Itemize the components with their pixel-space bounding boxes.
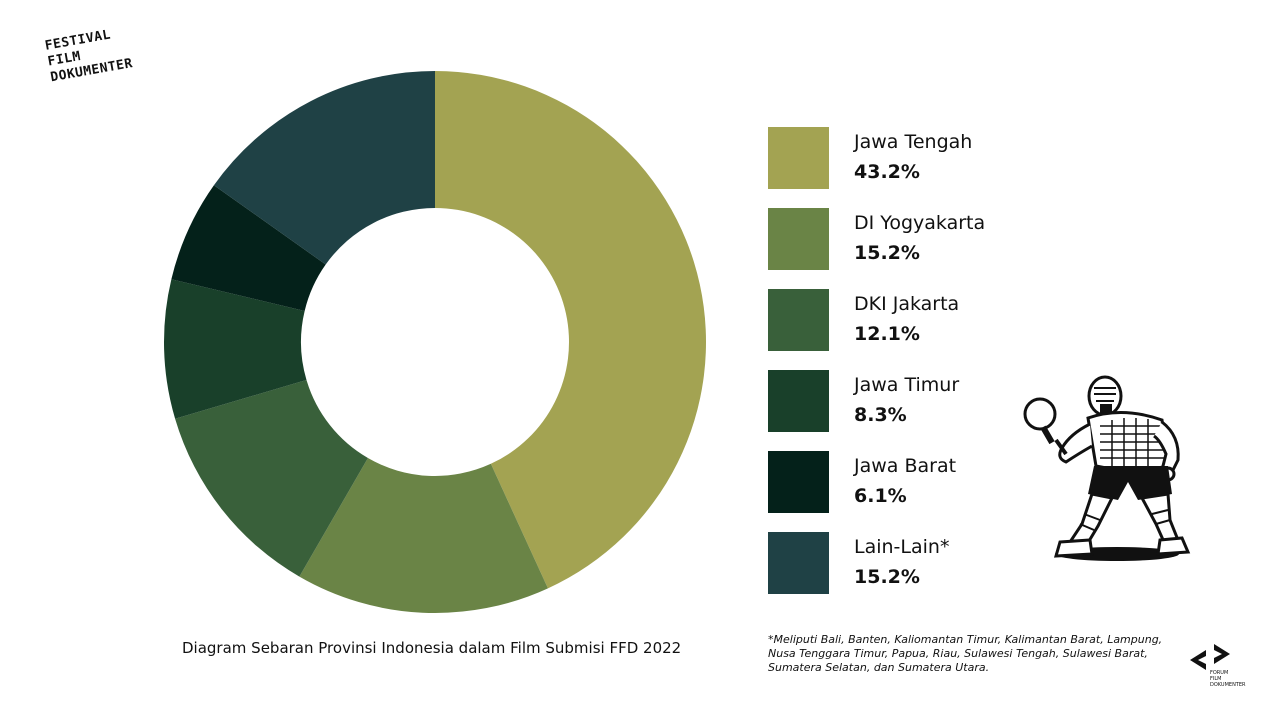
legend-swatch	[768, 208, 829, 270]
forum-film-dokumenter-logo: FORUM FILM DOKUMENTER	[1186, 644, 1246, 690]
donut-slice	[299, 458, 548, 614]
legend-label: Jawa Tengah	[854, 131, 973, 153]
donut-slice	[171, 185, 326, 311]
legend-value: 12.1%	[854, 323, 920, 345]
legend-label: DI Yogyakarta	[854, 212, 986, 234]
legend-label: Jawa Barat	[854, 455, 957, 477]
forum-logo-text: DOKUMENTER	[1210, 682, 1246, 688]
footnote: *Meliputi Bali, Banten, Kaliomantan Timu…	[768, 633, 1163, 674]
donut-slice	[163, 279, 307, 419]
legend-value: 6.1%	[854, 485, 907, 507]
legend-value: 8.3%	[854, 404, 907, 426]
legend-label: Jawa Timur	[854, 374, 960, 396]
table-tennis-player-icon	[1023, 375, 1191, 561]
legend-label: Lain-Lain*	[854, 536, 950, 558]
forum-logo-text: FORUM	[1210, 670, 1229, 676]
legend-swatch	[768, 532, 829, 594]
legend-value: 15.2%	[854, 242, 920, 264]
donut-slice	[175, 379, 368, 577]
legend-label: DKI Jakarta	[854, 293, 960, 315]
legend-swatch	[768, 370, 829, 432]
legend-value: 43.2%	[854, 161, 920, 183]
legend-value: 15.2%	[854, 566, 920, 588]
legend-swatch	[768, 289, 829, 351]
legend-swatch	[768, 127, 829, 189]
chart-caption: Diagram Sebaran Provinsi Indonesia dalam…	[182, 639, 682, 657]
forum-logo-mark-icon	[1190, 644, 1230, 670]
donut-slice	[435, 71, 706, 589]
donut-slice	[213, 71, 435, 265]
forum-logo-text: FILM	[1210, 676, 1222, 682]
legend-swatch	[768, 451, 829, 513]
